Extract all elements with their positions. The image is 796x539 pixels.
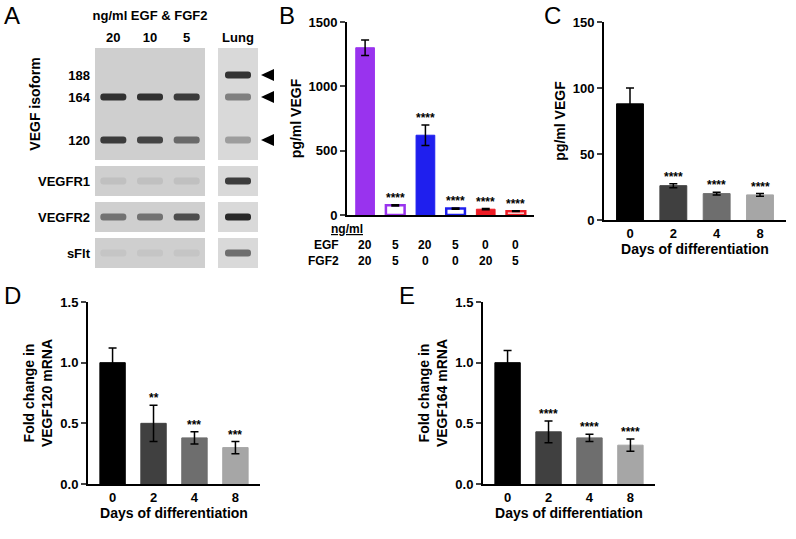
- svg-text:**: **: [149, 391, 159, 405]
- svg-text:0.0: 0.0: [60, 477, 78, 492]
- svg-text:Days of differentiation: Days of differentiation: [621, 241, 769, 257]
- svg-text:Lung: Lung: [222, 30, 254, 45]
- svg-text:8: 8: [627, 490, 634, 505]
- svg-text:120: 120: [68, 133, 90, 148]
- svg-text:5: 5: [183, 30, 190, 45]
- svg-text:1.0: 1.0: [60, 355, 78, 370]
- svg-text:****: ****: [476, 195, 495, 209]
- svg-text:20: 20: [418, 238, 432, 252]
- svg-text:2: 2: [545, 490, 552, 505]
- svg-text:0: 0: [512, 238, 519, 252]
- svg-text:0: 0: [109, 490, 116, 505]
- svg-text:****: ****: [539, 407, 558, 421]
- svg-text:Days of differentiation: Days of differentiation: [495, 505, 643, 521]
- svg-text:ng/ml: ng/ml: [331, 222, 363, 236]
- svg-text:5: 5: [392, 254, 399, 268]
- svg-text:****: ****: [386, 191, 405, 205]
- svg-text:D: D: [4, 282, 21, 309]
- svg-text:2: 2: [150, 490, 157, 505]
- svg-text:0: 0: [587, 213, 594, 228]
- svg-text:2: 2: [670, 226, 677, 241]
- svg-text:ng/ml EGF & FGF2: ng/ml EGF & FGF2: [93, 8, 208, 23]
- svg-text:20: 20: [358, 254, 372, 268]
- svg-text:EGF: EGF: [314, 238, 339, 252]
- svg-text:VEGF isoform: VEGF isoform: [27, 57, 43, 150]
- svg-text:sFlt: sFlt: [67, 246, 91, 261]
- svg-text:****: ****: [446, 194, 465, 208]
- svg-text:****: ****: [416, 111, 435, 125]
- svg-text:Fold change inVEGF164 mRNA: Fold change inVEGF164 mRNA: [416, 339, 450, 447]
- svg-text:A: A: [4, 2, 20, 29]
- svg-text:20: 20: [358, 238, 372, 252]
- svg-text:10: 10: [143, 30, 157, 45]
- svg-text:0.5: 0.5: [455, 416, 473, 431]
- svg-text:0: 0: [482, 238, 489, 252]
- svg-text:Days of differentiation: Days of differentiation: [100, 505, 248, 521]
- svg-text:E: E: [399, 282, 415, 309]
- svg-text:100: 100: [573, 81, 595, 96]
- svg-text:20: 20: [479, 254, 493, 268]
- svg-text:VEGFR2: VEGFR2: [38, 210, 90, 225]
- svg-text:pg/ml VEGF: pg/ml VEGF: [552, 81, 568, 161]
- svg-text:B: B: [279, 2, 295, 29]
- svg-text:****: ****: [580, 420, 599, 434]
- svg-text:0: 0: [504, 490, 511, 505]
- svg-text:5: 5: [392, 238, 399, 252]
- svg-text:****: ****: [621, 425, 640, 439]
- svg-text:0: 0: [626, 226, 633, 241]
- svg-text:150: 150: [573, 15, 595, 30]
- svg-text:50: 50: [580, 147, 594, 162]
- svg-text:5: 5: [512, 254, 519, 268]
- svg-text:****: ****: [707, 178, 726, 192]
- svg-text:5: 5: [452, 238, 459, 252]
- svg-text:C: C: [544, 2, 561, 29]
- svg-text:0: 0: [422, 254, 429, 268]
- svg-text:188: 188: [68, 68, 90, 83]
- svg-text:4: 4: [586, 490, 594, 505]
- svg-text:1.5: 1.5: [455, 295, 473, 310]
- svg-text:0.0: 0.0: [455, 477, 473, 492]
- svg-text:20: 20: [106, 30, 120, 45]
- svg-text:****: ****: [751, 180, 770, 194]
- svg-text:Fold change inVEGF120 mRNA: Fold change inVEGF120 mRNA: [21, 339, 55, 447]
- svg-text:0: 0: [452, 254, 459, 268]
- svg-text:1.0: 1.0: [455, 355, 473, 370]
- svg-text:****: ****: [664, 170, 683, 184]
- svg-text:500: 500: [316, 143, 338, 158]
- svg-text:***: ***: [187, 418, 201, 432]
- svg-text:4: 4: [713, 226, 721, 241]
- svg-text:4: 4: [191, 490, 199, 505]
- svg-text:1.5: 1.5: [60, 295, 78, 310]
- svg-text:0: 0: [330, 208, 337, 223]
- svg-text:1500: 1500: [308, 15, 337, 30]
- svg-text:1000: 1000: [308, 79, 337, 94]
- svg-text:8: 8: [756, 226, 763, 241]
- svg-text:0.5: 0.5: [60, 416, 78, 431]
- svg-text:FGF2: FGF2: [308, 254, 339, 268]
- svg-text:***: ***: [228, 428, 242, 442]
- svg-text:pg/ml VEGF: pg/ml VEGF: [288, 78, 304, 158]
- svg-text:****: ****: [506, 197, 525, 211]
- svg-text:164: 164: [68, 90, 90, 105]
- svg-text:8: 8: [232, 490, 239, 505]
- svg-text:VEGFR1: VEGFR1: [38, 174, 90, 189]
